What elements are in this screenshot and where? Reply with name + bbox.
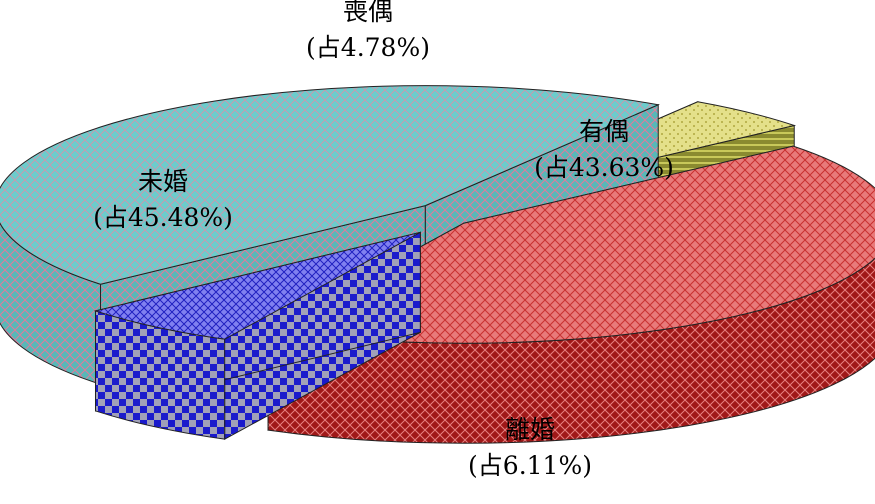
pie-labels: 有偶 (占43.63%) 離婚 (占6.11%) 未婚 (占45.48%) 喪偶 (占4.78… — [93, 0, 674, 480]
slice-label-percent-3: (占4.78%) — [306, 33, 430, 62]
slice-label-name-1: 離婚 — [505, 415, 555, 444]
pie-slice-1 — [93, 231, 421, 441]
slice-label-name-2: 未婚 — [138, 167, 188, 196]
slice-label-name-3: 喪偶 — [343, 0, 393, 26]
slice-label-percent-0: (占43.63%) — [534, 153, 674, 182]
slice-label-percent-2: (占45.48%) — [93, 203, 233, 232]
slice-label-percent-1: (占6.11%) — [468, 451, 592, 480]
slice-label-name-0: 有偶 — [579, 117, 629, 146]
pie-slices — [0, 85, 875, 444]
